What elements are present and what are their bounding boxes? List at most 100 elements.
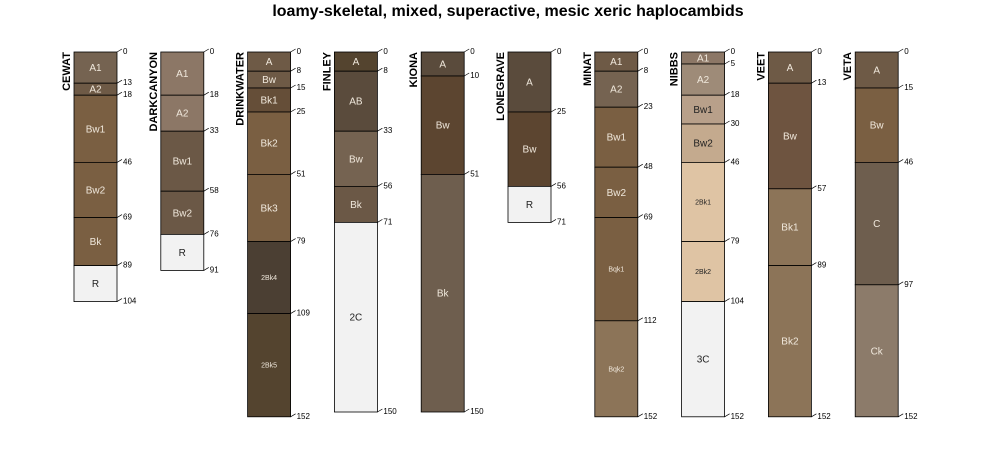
horizon-label: A1 [610, 57, 623, 68]
depth-tick [290, 108, 296, 113]
horizon-label: R [92, 279, 99, 290]
horizon-label: A [353, 57, 360, 68]
depth-tick [290, 48, 296, 53]
horizon-3c [681, 301, 725, 418]
depth-label: 0 [470, 47, 475, 56]
horizon-label: Bqk2 [608, 366, 624, 373]
depth-tick [203, 48, 209, 53]
horizon-label: Bk [90, 237, 103, 248]
horizon-bw1 [681, 94, 725, 125]
profile-finley: FINLEY A AB Bw Bk 2C 0 8 33 56 71 150 [321, 47, 397, 416]
horizon-label: Bw2 [607, 188, 627, 199]
depth-label: 109 [297, 309, 311, 318]
horizon-label: Bk1 [260, 96, 278, 107]
depth-tick [811, 48, 817, 53]
depth-tick [377, 127, 383, 132]
horizon-label: 2Bk2 [695, 269, 711, 276]
horizon-label: Bk [350, 200, 363, 211]
horizon-bw [854, 87, 899, 163]
depth-label: 104 [731, 297, 745, 306]
horizon-label: 2Bk5 [261, 363, 277, 370]
depth-tick [116, 214, 123, 218]
depth-label: 33 [383, 126, 392, 135]
depth-label: 150 [470, 407, 484, 416]
depth-tick [116, 159, 123, 163]
depth-label: 0 [731, 47, 736, 56]
horizon-bk [333, 185, 378, 223]
depth-label: 89 [817, 261, 826, 270]
horizon-bw [507, 111, 552, 187]
depth-tick [116, 79, 123, 84]
depth-label: 46 [731, 157, 740, 166]
depth-tick [724, 60, 730, 65]
profile-drinkwater: DRINKWATER A Bw Bk1 Bk2 Bk3 2Bk4 2Bk5 0 8 15 25 51 79… [235, 47, 311, 421]
depth-tick [550, 219, 557, 223]
depth-label: 13 [123, 78, 132, 87]
depth-label: 152 [904, 412, 918, 421]
horizon-bw1 [73, 94, 118, 163]
horizon-label: A1 [697, 54, 710, 65]
profile-lonegrave: LONEGRAVE A Bw R 0 25 56 71 [495, 47, 566, 226]
depth-tick [290, 67, 296, 72]
depth-tick [724, 48, 730, 53]
horizon-label: Bw2 [86, 186, 106, 197]
horizon-bk1 [768, 188, 812, 267]
depth-tick [290, 413, 296, 418]
horizon-label: AB [349, 97, 363, 108]
profile-nibbs: NIBBS A1 A2 Bw1 Bw2 2Bk1 2Bk2 3C 0 5 18 30 46 79 104 15… [669, 47, 745, 421]
horizon-label: Bk2 [781, 337, 799, 348]
horizon-bk2 [247, 111, 292, 175]
profile-name: KIONA [408, 52, 420, 88]
profile-name: FINLEY [321, 51, 333, 91]
depth-label: 56 [557, 181, 566, 190]
depth-label: 30 [731, 119, 740, 128]
depth-label: 58 [210, 186, 219, 195]
horizon-2bk2 [681, 241, 725, 303]
depth-label: 0 [383, 47, 388, 56]
depth-tick [898, 84, 904, 89]
horizon-label: A [873, 66, 880, 77]
horizon-bk [420, 173, 465, 413]
depth-tick [811, 79, 817, 84]
horizon-bqk2 [594, 320, 639, 418]
depth-tick [898, 281, 904, 286]
profile-name: DARKCANYON [148, 52, 160, 132]
profile-name: DRINKWATER [235, 52, 247, 126]
depth-label: 8 [644, 66, 649, 75]
horizon-label: Bw1 [607, 133, 627, 144]
depth-label: 18 [731, 90, 740, 99]
profile-name: LONEGRAVE [495, 52, 507, 121]
depth-label: 76 [210, 229, 219, 238]
depth-label: 56 [383, 181, 392, 190]
depth-label: 15 [904, 83, 913, 92]
horizon-label: Bw2 [173, 208, 193, 219]
depth-tick [116, 48, 123, 53]
depth-tick [637, 317, 643, 322]
horizon-label: Bw [870, 121, 885, 132]
depth-tick [898, 159, 904, 163]
horizon-a [768, 51, 812, 84]
horizon-label: Bk [437, 289, 450, 300]
depth-label: 71 [557, 217, 566, 226]
depth-tick [290, 171, 296, 175]
depth-tick [290, 310, 296, 314]
horizon-label: Bw [783, 132, 798, 143]
profile-darkcanyon: DARKCANYON A1 A2 Bw1 Bw2 R 0 18 33 58 76 91 [148, 47, 219, 274]
depth-tick [116, 298, 123, 302]
depth-label: 10 [470, 71, 479, 80]
horizon-a2 [594, 70, 639, 108]
horizon-label: A [787, 63, 794, 74]
horizon-label: Bqk1 [608, 267, 624, 274]
horizon-label: 2C [350, 313, 363, 324]
depth-label: 51 [297, 169, 306, 178]
horizon-label: Bw [436, 121, 451, 132]
depth-tick [203, 91, 209, 96]
depth-label: 51 [470, 169, 479, 178]
horizon-2bk5 [247, 313, 292, 418]
depth-label: 8 [297, 66, 302, 75]
horizon-a [420, 51, 465, 77]
horizon-a [507, 51, 552, 113]
depth-label: 69 [644, 213, 653, 222]
depth-label: 0 [210, 47, 215, 56]
